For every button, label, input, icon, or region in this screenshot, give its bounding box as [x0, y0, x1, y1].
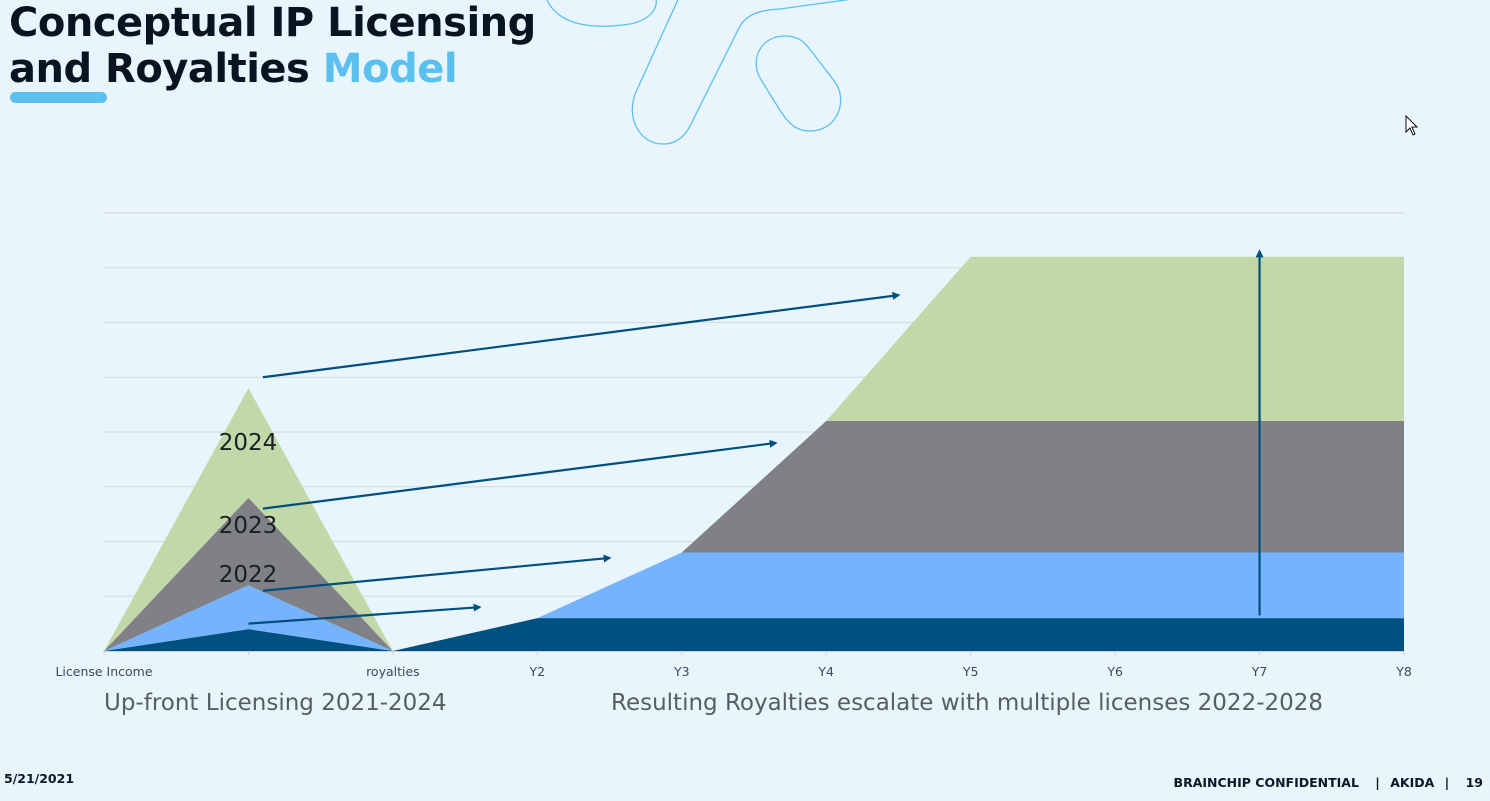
x-tick-label: Y3	[673, 664, 690, 679]
x-tick-labels: License Income royalties Y2 Y3 Y4 Y5 Y6 Y7 Y8	[55, 664, 1411, 679]
caption-resulting-royalties: Resulting Royalties escalate with multip…	[611, 690, 1324, 716]
year-label-2022: 2022	[219, 562, 278, 588]
title-line-1: Conceptual IP Licensing	[9, 0, 536, 46]
title-underline-bar	[10, 92, 107, 103]
footer-product: AKIDA	[1390, 775, 1435, 790]
series-area-2	[104, 552, 1404, 651]
page-title: Conceptual IP Licensing and Royalties Mo…	[9, 0, 536, 92]
annotation-arrow	[262, 291, 901, 379]
x-tick-label: Y7	[1251, 664, 1268, 679]
footer-confidential: BRAINCHIP CONFIDENTIAL	[1173, 775, 1359, 790]
x-axis	[103, 651, 1405, 655]
footer-separator: |	[1444, 775, 1450, 790]
annotation-arrows	[248, 249, 1264, 625]
year-labels: 2024 2023 2022	[219, 430, 278, 588]
caption-upfront-licensing: Up-front Licensing 2021-2024	[104, 690, 447, 716]
footer-page-number: 19	[1465, 775, 1483, 790]
x-tick-label: Y6	[1106, 664, 1123, 679]
x-tick-label: Y2	[529, 664, 546, 679]
decorative-logo-outline	[546, 0, 851, 145]
x-tick-label: Y8	[1395, 664, 1412, 679]
year-label-2023: 2023	[219, 513, 278, 539]
year-label-2024: 2024	[219, 430, 278, 456]
mouse-cursor-icon	[1405, 115, 1419, 136]
footer-info: BRAINCHIP CONFIDENTIAL | AKIDA | 19	[1174, 775, 1483, 790]
series-area-1	[104, 618, 1404, 651]
annotation-arrow	[248, 603, 482, 625]
footer-date: 5/21/2021	[4, 771, 75, 786]
title-accent-word: Model	[322, 46, 458, 92]
annotation-arrow	[262, 554, 612, 592]
title-line-2: and Royalties	[9, 46, 323, 92]
x-tick-label: Y4	[817, 664, 834, 679]
x-tick-label: royalties	[366, 664, 420, 679]
series-area-4	[104, 256, 1404, 651]
annotation-arrow	[262, 439, 778, 510]
x-tick-label: License Income	[55, 664, 152, 679]
x-tick-label: Y5	[962, 664, 979, 679]
series-area-3	[104, 421, 1404, 651]
series-areas	[104, 256, 1404, 651]
footer-separator: |	[1375, 775, 1380, 790]
